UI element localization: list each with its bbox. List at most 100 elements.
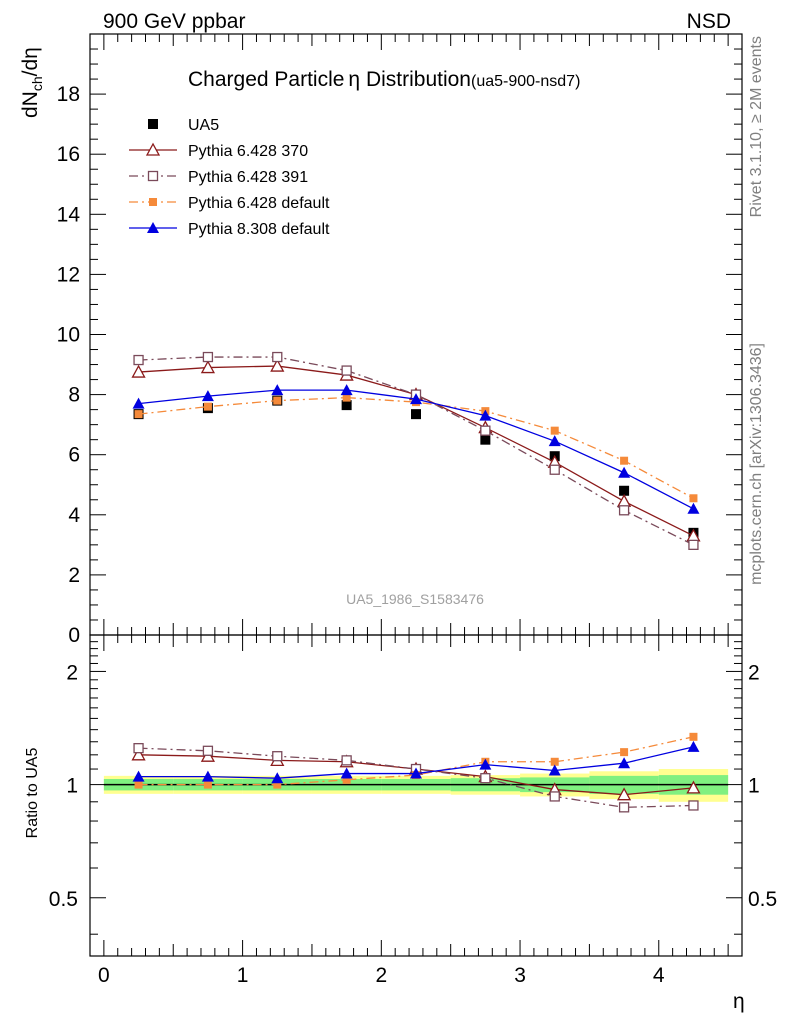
title-eta: η bbox=[348, 68, 360, 91]
x-tick-label: 2 bbox=[375, 964, 387, 987]
data-point bbox=[203, 402, 212, 411]
y-tick-label: 14 bbox=[57, 203, 81, 226]
data-point bbox=[132, 397, 145, 409]
ratio-data-point bbox=[480, 773, 491, 784]
data-point bbox=[200, 360, 216, 374]
y-tick-label: 6 bbox=[68, 444, 80, 467]
ratio-data-point bbox=[688, 800, 699, 811]
ratio-y-tick-label-left: 0.5 bbox=[49, 888, 78, 911]
ratio-data-point bbox=[203, 780, 212, 789]
y-tick-label: 8 bbox=[68, 384, 80, 407]
data-point bbox=[270, 358, 285, 372]
ratio-data-point bbox=[133, 743, 144, 754]
ratio-data-point bbox=[479, 758, 492, 770]
legend-label: Pythia 6.428 370 bbox=[188, 143, 308, 160]
y-tick-label: 10 bbox=[57, 324, 80, 347]
y-tick-label: 2 bbox=[68, 564, 80, 587]
ylabel-sub: ch bbox=[29, 76, 45, 91]
data-point bbox=[549, 464, 560, 475]
data-point bbox=[201, 390, 214, 402]
header-energy-label: 900 GeV ppbar bbox=[103, 10, 245, 33]
ylabel-slash: /d bbox=[19, 59, 42, 77]
ratio-data-point bbox=[132, 770, 145, 782]
data-point bbox=[620, 456, 629, 465]
main-plot-area: 0 2 4 6 8 10 12 14 16 18 bbox=[57, 33, 743, 647]
data-point bbox=[687, 502, 700, 514]
legend-marker bbox=[147, 222, 159, 233]
x-axis-label: η bbox=[733, 990, 745, 1013]
title-main: Charged Particle bbox=[188, 68, 344, 91]
ratio-plot-area: 0.5 0.5 1 1 2 2 0 1 2 3 4 bbox=[49, 634, 777, 987]
ratio-plot-frame bbox=[89, 634, 743, 957]
ratio-series-line bbox=[138, 736, 694, 786]
ratio-data-point bbox=[616, 787, 632, 801]
data-point bbox=[616, 493, 632, 507]
ratio-data-point bbox=[340, 767, 353, 779]
data-point bbox=[134, 410, 143, 419]
data-point bbox=[550, 426, 559, 435]
legend-marker bbox=[145, 142, 161, 156]
data-point bbox=[341, 400, 352, 411]
y-tick-label: 16 bbox=[57, 143, 80, 166]
mcplots-reference-label: mcplots.cern.ch [arXiv:1306.3436] bbox=[748, 343, 765, 585]
y-tick-label: 0 bbox=[68, 624, 80, 647]
ratio-data-point bbox=[201, 770, 214, 782]
series-line bbox=[138, 356, 694, 546]
legend-label: Pythia 6.428 391 bbox=[188, 169, 308, 186]
data-point bbox=[202, 351, 214, 363]
ylabel-eta: η bbox=[19, 47, 42, 59]
ratio-data-point bbox=[410, 767, 422, 779]
data-point bbox=[342, 393, 351, 402]
ratio-data-point bbox=[202, 745, 214, 756]
ratio-data-point bbox=[618, 757, 631, 769]
ratio-data-point bbox=[550, 757, 559, 766]
ratio-y-tick-label-right: 1 bbox=[748, 775, 760, 798]
title-rest: Distribution bbox=[360, 68, 471, 91]
ratio-data-point bbox=[273, 780, 282, 789]
data-point bbox=[618, 505, 630, 516]
data-point bbox=[410, 393, 422, 405]
ratio-data-point bbox=[618, 802, 630, 813]
ratio-data-point bbox=[131, 747, 146, 761]
header-process-label: NSD bbox=[687, 10, 731, 33]
legend-label: Pythia 8.308 default bbox=[188, 221, 330, 238]
ratio-data-point bbox=[272, 751, 283, 762]
x-tick-label: 1 bbox=[237, 964, 249, 987]
ratio-y-tick-label-left: 2 bbox=[66, 661, 78, 684]
x-tick-label: 0 bbox=[98, 964, 110, 987]
data-point bbox=[618, 466, 631, 478]
y-tick-label: 18 bbox=[57, 83, 80, 106]
data-point bbox=[133, 354, 144, 366]
ratio-data-point bbox=[341, 755, 352, 766]
legend-marker bbox=[149, 198, 157, 206]
ratio-y-tick-label-right: 0.5 bbox=[748, 888, 777, 911]
legend-marker bbox=[148, 119, 158, 129]
ratio-data-point bbox=[549, 791, 560, 802]
data-point bbox=[272, 351, 283, 363]
ratio-data-point bbox=[686, 780, 701, 794]
ratio-data-point bbox=[620, 748, 629, 757]
data-point bbox=[341, 365, 352, 376]
title-tag: (ua5-900-nsd7) bbox=[471, 73, 580, 90]
legend-label: UA5 bbox=[188, 117, 219, 134]
chart-title: Charged Particle η Distribution(ua5-900-n… bbox=[188, 68, 580, 91]
data-point bbox=[340, 384, 353, 396]
ratio-data-point bbox=[342, 775, 351, 784]
data-point bbox=[548, 435, 561, 447]
ratio-y-tick-label-left: 1 bbox=[66, 775, 78, 798]
ylabel-dn: dN bbox=[19, 91, 42, 118]
data-point bbox=[273, 396, 282, 405]
data-point bbox=[689, 494, 698, 503]
y-tick-label: 4 bbox=[68, 504, 80, 527]
ratio-data-point bbox=[548, 764, 561, 776]
rivet-version-label: Rivet 3.1.10, ≥ 2M events bbox=[748, 36, 765, 217]
y-axis-label: dNch/dη bbox=[19, 47, 45, 118]
y-tick-label: 12 bbox=[57, 263, 80, 286]
ratio-data-point bbox=[134, 780, 143, 789]
ratio-y-axis-label: Ratio to UA5 bbox=[24, 748, 41, 839]
data-point bbox=[479, 409, 492, 421]
series-line bbox=[138, 396, 694, 499]
data-point bbox=[271, 384, 284, 396]
ratio-data-point bbox=[687, 740, 700, 752]
